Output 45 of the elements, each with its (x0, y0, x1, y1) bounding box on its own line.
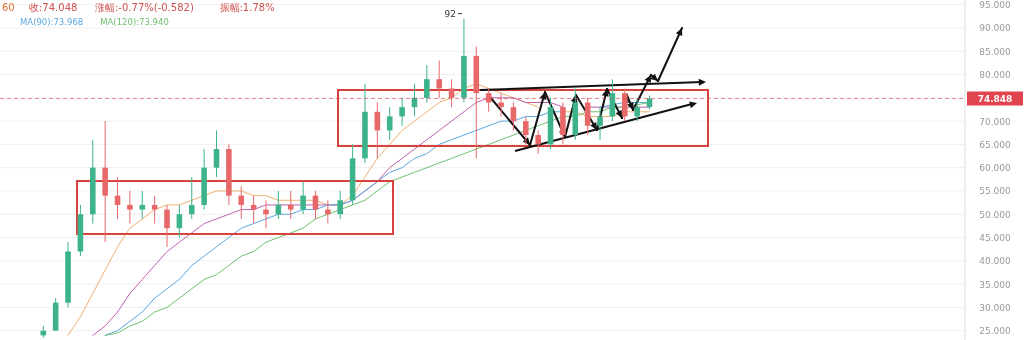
candlestick (250, 195, 257, 225)
candlestick (188, 176, 195, 220)
candlestick (300, 181, 306, 215)
y-tick-label: 50.000 (979, 209, 1012, 220)
annotation: 92 (444, 8, 456, 19)
y-tick-label: 35.000 (979, 279, 1012, 290)
candlestick (510, 101, 517, 131)
candlestick (436, 60, 442, 99)
y-tick-label: 25.000 (979, 326, 1012, 337)
y-tick-label: 85.000 (979, 46, 1012, 57)
y-tick-label: 30.000 (979, 302, 1012, 313)
y-tick-label: 45.000 (979, 233, 1012, 244)
candlestick (535, 129, 541, 155)
annotation: 振幅:1.78% (219, 2, 275, 13)
y-tick-label: 80.000 (979, 70, 1012, 81)
annotation: 60 (2, 2, 15, 13)
candlestick (238, 185, 245, 220)
annotation: 收:74.048 (29, 2, 78, 13)
candlestick (213, 129, 220, 178)
candlestick (263, 199, 269, 229)
y-tick-label: 55.000 (979, 186, 1012, 197)
candlestick (151, 195, 158, 225)
candlestick (498, 92, 504, 117)
candlestick (287, 190, 294, 220)
y-tick-label: 65.000 (979, 139, 1012, 150)
candlestick (164, 204, 170, 248)
annotation: 涨幅:-0.77%(-0.582) (95, 2, 194, 13)
y-tick-label: 40.000 (979, 256, 1012, 267)
candlestick (127, 190, 133, 225)
candlestick (448, 78, 455, 108)
candlestick (139, 190, 146, 220)
y-tick-label: 60.000 (979, 163, 1012, 174)
candlestick (312, 190, 319, 220)
candlestick (424, 64, 430, 103)
text: MA(90):73.968 (20, 17, 84, 27)
candlestick (399, 97, 405, 127)
candlestick (176, 204, 183, 239)
candlestick (386, 106, 393, 141)
text: MA(120):73.940 (100, 17, 169, 27)
candlestick (337, 190, 344, 220)
ref-line-label: 74.848 (977, 94, 1013, 105)
y-tick-label: 95.000 (979, 0, 1012, 11)
y-tick-label: 70.000 (979, 116, 1012, 127)
candlestick (325, 199, 331, 225)
y-tick-label: 90.000 (979, 23, 1012, 34)
